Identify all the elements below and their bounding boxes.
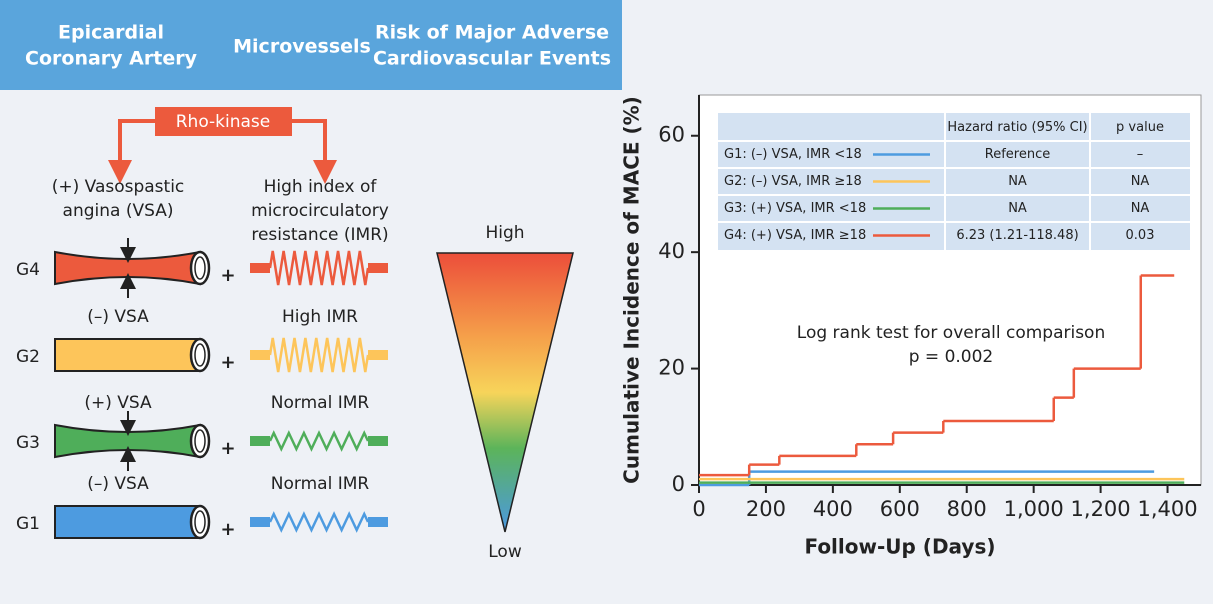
y-tick-label: 0	[672, 472, 685, 496]
group-label: G4	[16, 260, 40, 280]
legend-label: G3: (+) VSA, IMR <18	[724, 201, 866, 216]
legend-table	[718, 113, 1190, 250]
x-tick-label: 1,200	[1071, 497, 1131, 521]
x-tick-label: 800	[947, 497, 987, 521]
plus: +	[220, 352, 235, 373]
header-text: Microvessels	[233, 36, 371, 58]
table-header: Hazard ratio (95% CI)	[947, 120, 1087, 135]
hazard-ratio: Reference	[985, 147, 1050, 162]
arrow	[108, 119, 155, 184]
vessel-lumen	[194, 429, 206, 453]
vessel	[54, 338, 201, 372]
y-axis-title: Cumulative Incidence of MACE (%)	[620, 96, 644, 484]
risk-triangle	[436, 252, 574, 533]
coil	[268, 250, 370, 286]
coil-end	[368, 436, 388, 446]
header-text: Cardiovascular Events	[373, 48, 611, 70]
header-text: Epicardial	[58, 22, 164, 44]
vessel-lumen	[194, 510, 206, 534]
imr-label: Normal IMR	[271, 474, 370, 494]
vessel-label: (–) VSA	[87, 474, 149, 494]
p-value: 0.03	[1126, 228, 1155, 243]
y-tick-label: 60	[658, 123, 685, 147]
mediator-label: Rho-kinase	[176, 112, 271, 132]
table-header: p value	[1116, 120, 1164, 135]
coil-end	[250, 436, 270, 446]
x-tick-label: 1,400	[1137, 497, 1197, 521]
imr-label: resistance (IMR)	[251, 225, 388, 245]
y-tick-label: 20	[658, 356, 685, 380]
mediator-box	[155, 107, 292, 136]
annotation: Log rank test for overall comparison	[797, 323, 1105, 343]
vessel-label: (–) VSA	[87, 307, 149, 327]
header-text: Coronary Artery	[25, 48, 198, 70]
group-label: G2	[16, 347, 40, 367]
coil-end	[250, 350, 270, 360]
plus: +	[220, 265, 235, 286]
coil-end	[250, 517, 270, 527]
group-label: G1	[16, 514, 40, 534]
x-axis-title: Follow-Up (Days)	[804, 535, 995, 559]
arrow	[292, 119, 337, 184]
hazard-ratio: NA	[1008, 174, 1027, 189]
hazard-ratio: 6.23 (1.21-118.48)	[956, 228, 1078, 243]
vessel	[54, 505, 201, 539]
coil-end	[368, 263, 388, 273]
plus: +	[220, 438, 235, 459]
vessel-label: angina (VSA)	[63, 201, 174, 221]
x-tick-label: 400	[813, 497, 853, 521]
vessel-lumen	[194, 343, 206, 367]
legend-label: G2: (–) VSA, IMR ≥18	[724, 174, 862, 189]
risk-high: High	[485, 223, 524, 243]
x-tick-label: 1,000	[1004, 497, 1064, 521]
p-value: –	[1137, 147, 1144, 162]
coil	[268, 511, 370, 533]
vessel-label: (+) VSA	[84, 393, 152, 413]
p-value: NA	[1131, 174, 1150, 189]
hazard-ratio: NA	[1008, 201, 1027, 216]
legend-label: G1: (–) VSA, IMR <18	[724, 147, 862, 162]
x-tick-label: 0	[692, 497, 705, 521]
vessel-label: (+) Vasospastic	[52, 177, 185, 197]
coil	[268, 337, 370, 373]
diagram: Epicardial Coronary Artery MicrovesselsRis…	[16, 22, 611, 563]
x-tick-label: 200	[746, 497, 786, 521]
x-tick-label: 600	[880, 497, 920, 521]
risk-low: Low	[488, 542, 522, 562]
imr-label: Normal IMR	[271, 393, 370, 413]
legend-label: G4: (+) VSA, IMR ≥18	[724, 228, 866, 243]
imr-label: High index of	[264, 177, 378, 197]
coil	[268, 430, 370, 452]
coil-end	[250, 263, 270, 273]
plus: +	[220, 519, 235, 540]
header-band	[0, 0, 622, 90]
group-label: G3	[16, 433, 40, 453]
annotation: p = 0.002	[909, 347, 994, 367]
header-text: Risk of Major Adverse	[375, 22, 609, 44]
y-tick-label: 40	[658, 239, 685, 263]
coil-end	[368, 350, 388, 360]
imr-label: microcirculatory	[251, 201, 389, 221]
imr-label: High IMR	[282, 307, 358, 327]
vessel-lumen	[194, 256, 206, 280]
coil-end	[368, 517, 388, 527]
p-value: NA	[1131, 201, 1150, 216]
